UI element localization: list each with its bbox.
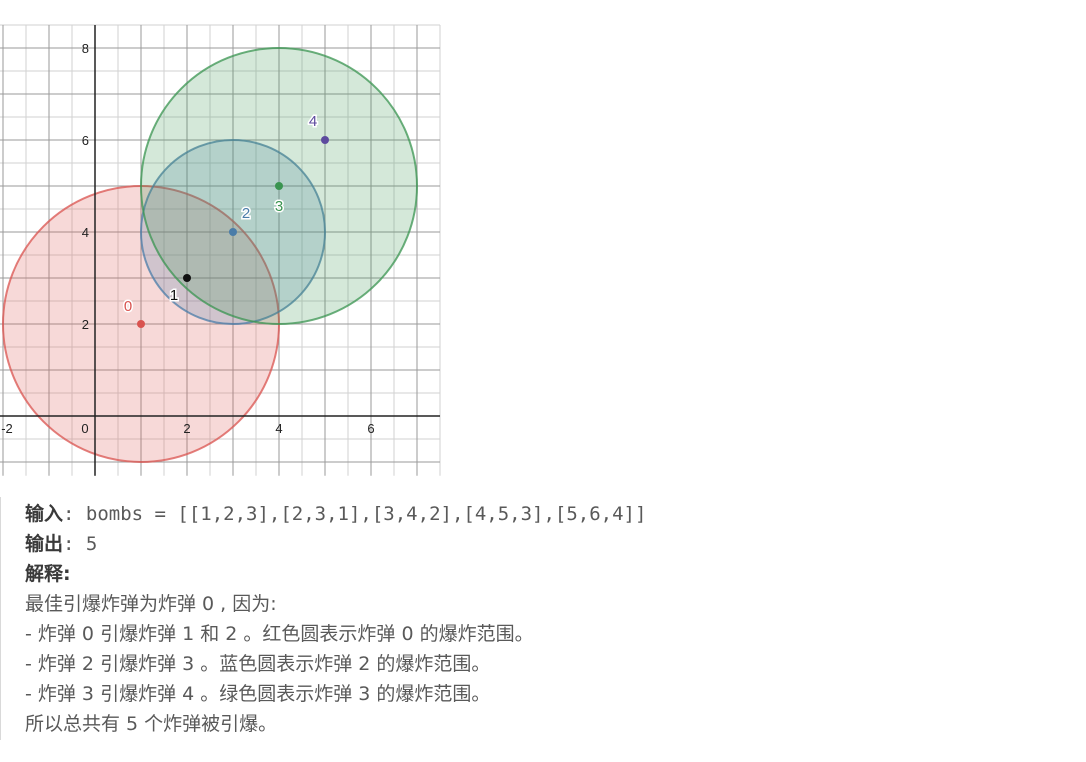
tick-labels: -2 0 2 4 6 2 4 6 8 — [1, 41, 374, 436]
explain-text-1: - 炸弹 0 引爆炸弹 1 和 2 。红色圆表示炸弹 0 的爆炸范围。 — [25, 623, 534, 645]
example-block: 输入: bombs = [[1,2,3],[2,3,1],[3,4,2],[4,… — [0, 497, 720, 740]
bomb-label-2: 2 — [242, 205, 250, 222]
y-tick-label: 4 — [82, 225, 89, 240]
bomb-points — [137, 136, 329, 328]
bomb-point-4 — [321, 136, 329, 144]
explain-text-2: - 炸弹 2 引爆炸弹 3 。蓝色圆表示炸弹 2 的爆炸范围。 — [25, 653, 491, 675]
bomb-label-4: 4 — [309, 113, 317, 130]
bomb-label-1: 1 — [170, 287, 178, 304]
blast-radius-circles — [2, 47, 418, 463]
y-tick-label: 8 — [82, 41, 89, 56]
y-tick-label: 6 — [82, 133, 89, 148]
x-tick-label: 0 — [81, 421, 88, 436]
x-tick-label: 6 — [367, 421, 374, 436]
explain-text-3: - 炸弹 3 引爆炸弹 4 。绿色圆表示炸弹 3 的爆炸范围。 — [25, 683, 491, 705]
bomb-label-3: 3 — [275, 198, 283, 215]
explain-label: 解释: — [25, 563, 71, 585]
minor-grid — [0, 24, 441, 476]
output-label: 输出 — [25, 533, 64, 555]
bomb-point-1 — [183, 274, 191, 282]
explain-text-0: 最佳引爆炸弹为炸弹 0 , 因为: — [25, 593, 277, 615]
explain-text-4: 所以总共有 5 个炸弹被引爆。 — [25, 713, 278, 735]
bomb-point-3 — [275, 182, 283, 190]
input-value: : bombs = [[1,2,3],[2,3,1],[3,4,2],[4,5,… — [63, 503, 647, 525]
output-line: 输出: 5 — [25, 529, 720, 559]
bomb-point-0 — [137, 320, 145, 328]
bomb-point-2 — [229, 228, 237, 236]
explain-line: 解释: — [25, 559, 720, 589]
x-tick-label: 2 — [183, 421, 190, 436]
bomb-labels: 0 1 2 3 4 — [122, 112, 318, 317]
bomb-plot: -2 0 2 4 6 2 4 6 8 0 1 2 3 4 — [0, 24, 441, 476]
y-tick-label: 2 — [82, 317, 89, 332]
x-tick-label: -2 — [1, 421, 13, 436]
axes — [0, 25, 440, 476]
x-tick-label: 4 — [275, 421, 282, 436]
output-value: : 5 — [63, 533, 98, 555]
bomb-label-0: 0 — [124, 298, 132, 315]
input-label: 输入 — [25, 503, 64, 525]
input-line: 输入: bombs = [[1,2,3],[2,3,1],[3,4,2],[4,… — [25, 499, 720, 529]
